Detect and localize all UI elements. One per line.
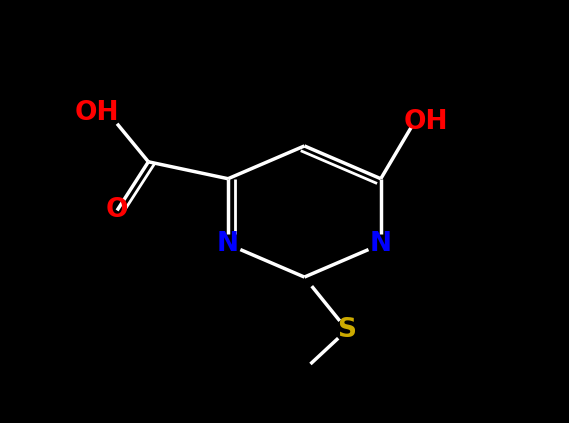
Text: O: O	[106, 198, 129, 223]
Text: OH: OH	[75, 100, 119, 126]
Text: S: S	[337, 317, 357, 343]
Text: N: N	[370, 231, 392, 257]
Text: N: N	[217, 231, 239, 257]
Text: OH: OH	[404, 109, 448, 135]
